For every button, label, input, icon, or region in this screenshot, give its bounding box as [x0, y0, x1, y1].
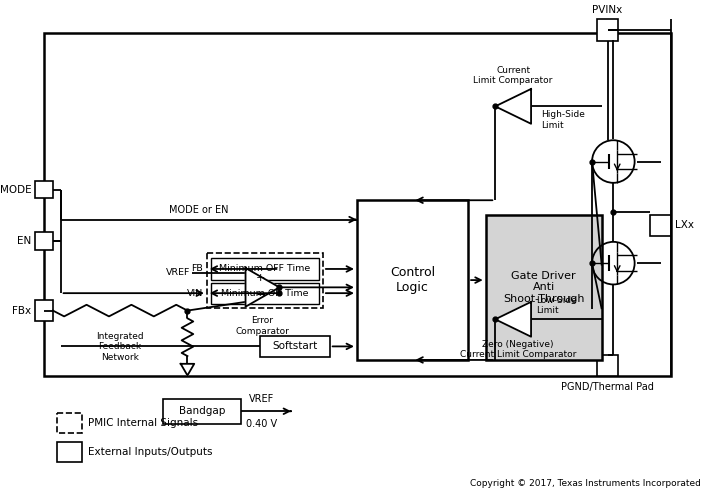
- Text: Low-Side
Limit: Low-Side Limit: [536, 296, 577, 316]
- FancyBboxPatch shape: [597, 355, 618, 376]
- Text: Zero (Negative)
Current Limit Comparator: Zero (Negative) Current Limit Comparator: [460, 340, 576, 359]
- FancyBboxPatch shape: [36, 232, 53, 249]
- Text: Softstart: Softstart: [272, 341, 318, 351]
- Text: Control
Logic: Control Logic: [390, 266, 435, 294]
- FancyBboxPatch shape: [211, 283, 319, 304]
- Text: FB: FB: [191, 265, 203, 274]
- Text: FBx: FBx: [13, 306, 31, 316]
- Text: Minimum OFF Time: Minimum OFF Time: [219, 265, 311, 274]
- FancyBboxPatch shape: [57, 442, 82, 461]
- Text: EN: EN: [17, 236, 31, 246]
- Polygon shape: [496, 89, 531, 124]
- FancyBboxPatch shape: [207, 254, 323, 308]
- Text: VREF: VREF: [166, 269, 191, 278]
- Polygon shape: [496, 302, 531, 337]
- Text: Current
Limit Comparator: Current Limit Comparator: [473, 66, 553, 85]
- FancyBboxPatch shape: [260, 336, 330, 357]
- Text: PMIC Internal Signals: PMIC Internal Signals: [88, 418, 198, 428]
- Text: PGND/Thermal Pad: PGND/Thermal Pad: [561, 382, 654, 392]
- Text: Gate Driver
Anti
Shoot-Through: Gate Driver Anti Shoot-Through: [503, 271, 584, 304]
- FancyBboxPatch shape: [597, 19, 618, 41]
- FancyBboxPatch shape: [211, 259, 319, 280]
- FancyBboxPatch shape: [36, 181, 53, 198]
- Text: −: −: [256, 289, 266, 302]
- Text: Integrated
Feedback
Network: Integrated Feedback Network: [96, 332, 144, 362]
- FancyBboxPatch shape: [650, 215, 671, 236]
- FancyBboxPatch shape: [57, 413, 82, 432]
- Text: Minimum ON Time: Minimum ON Time: [221, 289, 308, 298]
- Polygon shape: [181, 364, 194, 375]
- FancyBboxPatch shape: [357, 200, 468, 360]
- Text: VREF: VREF: [249, 393, 275, 403]
- FancyBboxPatch shape: [486, 215, 602, 360]
- Text: High-Side
Limit: High-Side Limit: [540, 110, 585, 130]
- Text: MODE: MODE: [0, 184, 31, 194]
- Text: MODE or EN: MODE or EN: [169, 205, 228, 215]
- Polygon shape: [246, 268, 279, 307]
- Text: +: +: [256, 273, 265, 283]
- FancyBboxPatch shape: [164, 399, 241, 424]
- Text: LXx: LXx: [675, 220, 694, 230]
- Text: Bandgap: Bandgap: [178, 406, 225, 416]
- Text: External Inputs/Outputs: External Inputs/Outputs: [88, 447, 212, 457]
- Text: 0.40 V: 0.40 V: [246, 419, 278, 429]
- FancyBboxPatch shape: [44, 33, 671, 376]
- Text: Error
Comparator: Error Comparator: [236, 317, 289, 336]
- Text: PVINx: PVINx: [593, 6, 623, 16]
- FancyBboxPatch shape: [36, 300, 53, 321]
- Text: VIN: VIN: [186, 289, 203, 298]
- Text: Copyright © 2017, Texas Instruments Incorporated: Copyright © 2017, Texas Instruments Inco…: [470, 479, 700, 487]
